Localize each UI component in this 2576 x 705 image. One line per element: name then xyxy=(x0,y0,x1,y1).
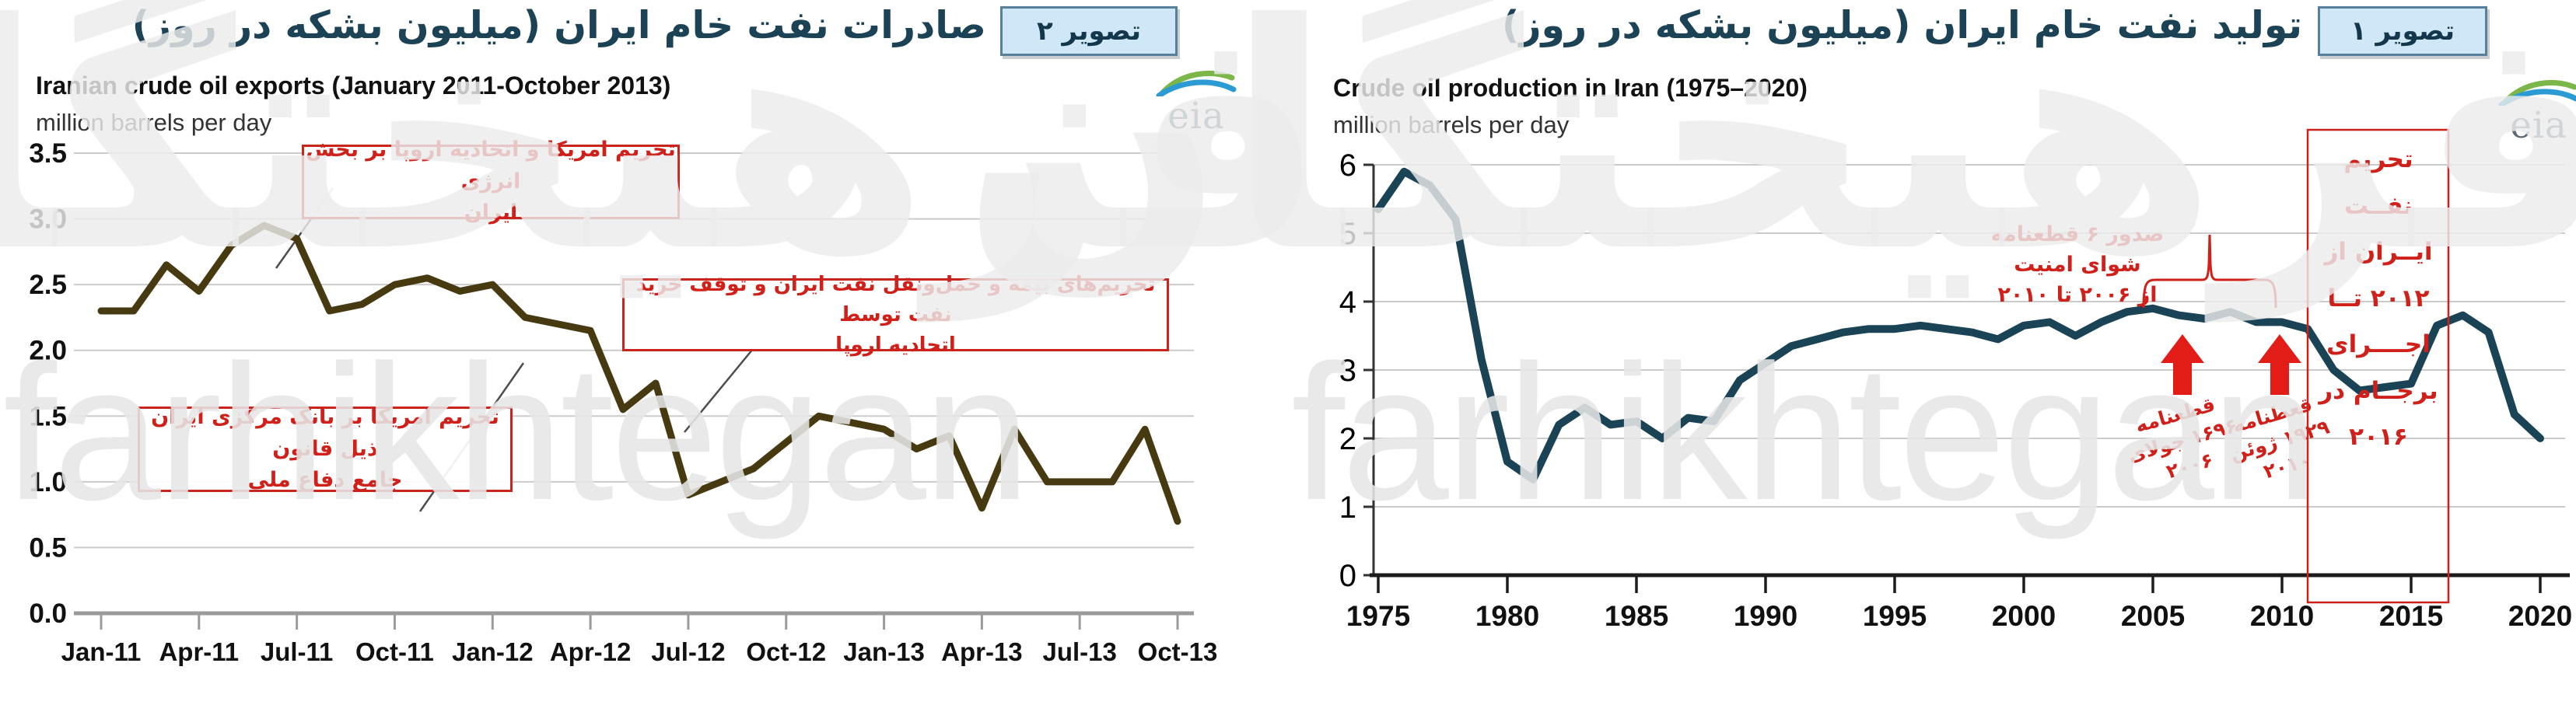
svg-text:1990: 1990 xyxy=(1734,600,1797,632)
svg-text:1.5: 1.5 xyxy=(29,401,67,431)
annotation-line: تحریم امریکا بر بانک مرکزی ایران ذیل قان… xyxy=(151,405,499,461)
svg-text:Jul-11: Jul-11 xyxy=(261,637,334,666)
eia-wordmark: eia xyxy=(1167,95,1225,138)
svg-text:2005: 2005 xyxy=(2121,600,2185,632)
annotation-line: از ۲۰۰۶ تا ۲۰۱۰ xyxy=(1997,283,2158,308)
eia-logo: eia xyxy=(2492,78,2576,147)
svg-text:Jul-12: Jul-12 xyxy=(651,637,725,666)
annotation-line: ایران xyxy=(464,201,518,225)
annotation-oil-embargo-2012-2016: تحریم نفــت ایــران از ۲۰۱۲ تــا اجــــر… xyxy=(2312,137,2445,461)
annotation-us-eu-energy-sanctions: تحریم امریکا و اتحادیه اروپا بر بخش انرژ… xyxy=(302,138,680,225)
svg-text:3.0: 3.0 xyxy=(29,204,67,235)
svg-text:0: 0 xyxy=(1339,559,1356,593)
svg-text:2010: 2010 xyxy=(2250,600,2314,632)
annotation-line: صدور ۶ قطعنامه شوای امنیت xyxy=(1990,222,2165,277)
svg-text:Oct-13: Oct-13 xyxy=(1138,637,1218,666)
figure-badge-label: تصویر ۲ xyxy=(1036,16,1142,47)
eia-wordmark: eia xyxy=(2510,104,2567,147)
chart-units-label: million barrels per day xyxy=(36,109,272,136)
chart-title-en: Crude oil production in Iran (1975–2020) xyxy=(1333,74,1808,102)
annotation-line: اتحادیه اروپا xyxy=(835,333,956,357)
figure-badge: تصویر ۱ xyxy=(2318,6,2487,56)
figure-badge: تصویر ۲ xyxy=(1000,6,1178,56)
panel-exports-figure: تصویر ۲ صادرات نفت خام ایران (میلیون بشک… xyxy=(0,0,1336,666)
figure-badge-label: تصویر ۱ xyxy=(2350,16,2455,47)
svg-text:Oct-11: Oct-11 xyxy=(355,637,434,666)
svg-text:2.5: 2.5 xyxy=(29,270,67,300)
annotation-line: ۲۰۱۲ تــا xyxy=(2327,284,2430,312)
svg-text:3: 3 xyxy=(1339,354,1356,388)
svg-text:2015: 2015 xyxy=(2379,600,2443,632)
annotation-central-bank-sanctions: تحریم امریکا بر بانک مرکزی ایران ذیل قان… xyxy=(138,405,513,492)
panel-title: تولید نفت خام ایران (میلیون بشکه در روز) xyxy=(1501,3,2302,47)
svg-text:Apr-12: Apr-12 xyxy=(550,637,632,666)
annotation-line: تحریم نفــت xyxy=(2343,145,2413,220)
svg-text:Apr-13: Apr-13 xyxy=(941,637,1023,666)
eia-logo: eia xyxy=(1150,68,1243,138)
svg-text:2.0: 2.0 xyxy=(29,336,67,366)
svg-text:Apr-11: Apr-11 xyxy=(159,637,239,666)
svg-text:0.5: 0.5 xyxy=(29,532,67,563)
svg-text:1975: 1975 xyxy=(1346,600,1410,632)
svg-text:Oct-12: Oct-12 xyxy=(746,637,826,666)
exports-chart: 0.0 0.5 1.0 1.5 2.0 2.5 3.0 3.5 Jan-11 Apr-11 Jul-… xyxy=(29,138,1218,666)
svg-text:4: 4 xyxy=(1339,285,1356,319)
panel-title: صادرات نفت خام ایران (میلیون بشکه در روز… xyxy=(131,3,986,47)
svg-text:1980: 1980 xyxy=(1475,600,1539,632)
annotation-line: برجــام در xyxy=(2319,376,2438,405)
eia-swoosh-icon xyxy=(1156,71,1237,99)
svg-text:1: 1 xyxy=(1339,490,1356,525)
chart-title-en: Iranian crude oil exports (January 2011-… xyxy=(36,72,671,99)
svg-text:1995: 1995 xyxy=(1863,600,1927,632)
svg-text:2020: 2020 xyxy=(2508,600,2572,632)
svg-text:1985: 1985 xyxy=(1605,600,1668,632)
svg-text:5: 5 xyxy=(1339,217,1356,251)
annotation-line: اجــــرای xyxy=(2326,330,2431,359)
eia-swoosh-icon xyxy=(2498,80,2576,108)
chart-units-label: million barrels per day xyxy=(1333,111,1570,138)
annotation-line: ایــران از xyxy=(2324,238,2433,267)
annotation-line: تحریم‌های بیمه و حمل‌ونقل نفت ایران و تو… xyxy=(635,272,1156,326)
svg-text:1.0: 1.0 xyxy=(29,467,67,497)
panel-production-figure: تصویر ۱ تولید نفت خام ایران (میلیون بشکه… xyxy=(961,0,2576,705)
production-chart: 0 1 2 3 4 5 6 1975 1980 1985 1990 1995 2000 2005 2010 2… xyxy=(1339,128,2572,632)
annotation-line: جامع دفاع ملی xyxy=(247,468,403,493)
annotation-line: تحریم امریکا و اتحادیه اروپا بر بخش انرژ… xyxy=(306,138,676,194)
svg-text:Jan-13: Jan-13 xyxy=(843,637,925,666)
svg-text:0.0: 0.0 xyxy=(29,599,67,629)
svg-text:Jul-13: Jul-13 xyxy=(1043,637,1117,666)
svg-text:2000: 2000 xyxy=(1992,600,2056,632)
svg-text:6: 6 xyxy=(1339,148,1356,183)
annotation-unsc-resolutions: صدور ۶ قطعنامه شوای امنیت از ۲۰۰۶ تا ۲۰۱… xyxy=(1972,219,2182,310)
svg-text:3.5: 3.5 xyxy=(29,138,67,169)
svg-text:Jan-12: Jan-12 xyxy=(452,637,534,666)
svg-text:2: 2 xyxy=(1339,422,1356,456)
annotation-insurance-shipping-sanctions: تحریم‌های بیمه و حمل‌ونقل نفت ایران و تو… xyxy=(622,273,1169,357)
annotation-line: ۲۰۱۶ xyxy=(2349,423,2408,452)
svg-text:Jan-11: Jan-11 xyxy=(61,637,142,666)
